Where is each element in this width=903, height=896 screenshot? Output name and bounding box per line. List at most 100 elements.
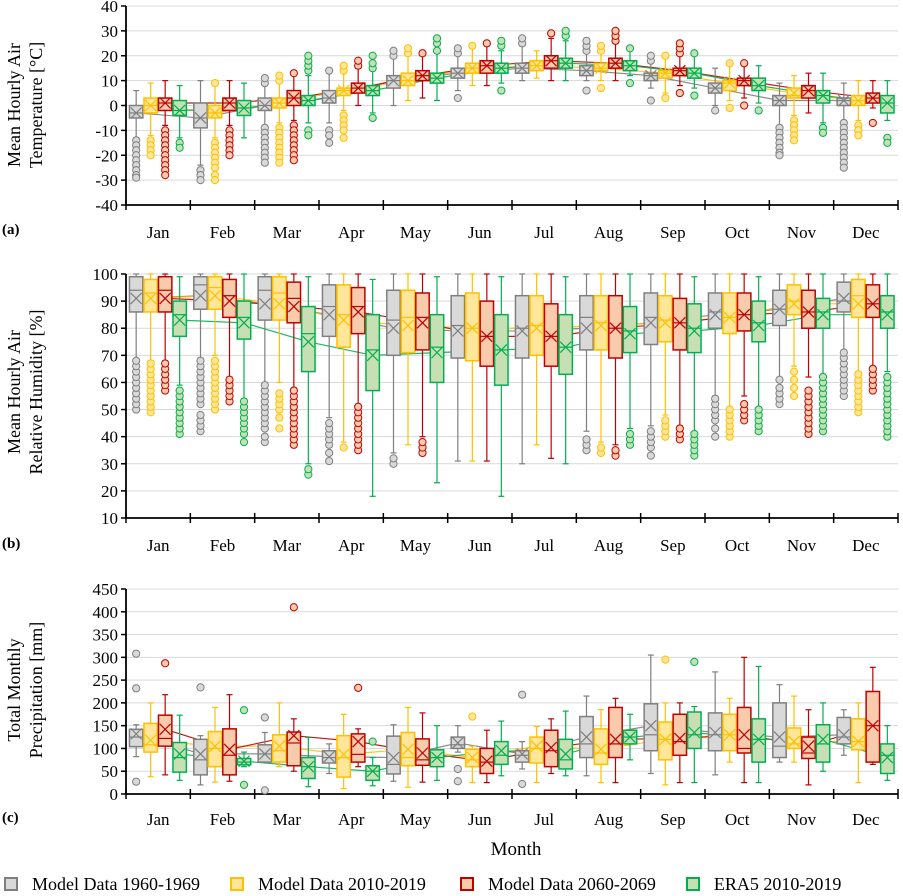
mean-marker [624,731,636,743]
box [622,305,638,354]
mean-marker [881,97,894,109]
mean-marker [173,747,186,760]
box-plot [429,34,445,102]
panel-c: 0 50 100 150 200 250 300 350 400 450 Jan Feb Mar Apr M… [2,580,899,829]
outlier-point [497,86,506,95]
mean-marker [802,84,815,97]
box [321,284,337,338]
outlier-point [725,405,734,414]
x-tick-label: Oct [725,536,750,555]
box-plot [707,67,723,115]
y-tick-label: 80 [101,319,118,338]
outlier-point [854,370,863,379]
mean-marker [431,751,443,764]
outlier-point [611,446,620,455]
box-plot [157,273,173,395]
outlier-point [275,389,284,398]
outlier-point [210,176,220,185]
box-plot [558,26,574,82]
box-plot [722,59,738,113]
box [850,718,866,751]
mean-marker [130,727,143,740]
box-plot [836,273,852,401]
box-plot [400,706,416,788]
legend-item-era5: ERA5 2010-2019 [685,874,841,895]
box-plot [657,273,673,441]
mean-marker [866,297,879,310]
legend-swatch-icon [685,877,700,891]
outlier-point [789,367,799,376]
mean-marker [273,97,286,109]
figure: -40 -30 -20 -10 0 10 20 30 40 Jan Feb Mar Apr May Jun J… [2,0,899,860]
x-tick-label: Jul [534,223,554,242]
box-plot [786,75,802,145]
box-plot [464,41,480,87]
box-plot [236,82,252,139]
y-tick-label: 200 [93,694,119,713]
box-plot [622,713,638,761]
outlier-point [325,66,334,75]
mean-marker [366,349,379,362]
outlier-point [260,381,269,390]
box [222,278,237,319]
outlier-point [275,158,284,167]
box-plot [236,706,252,789]
legend-item-2010: Model Data 2010-2019 [229,874,426,895]
mean-marker [773,731,786,743]
mean-marker [709,308,722,321]
x-tick-label: Dec [852,536,880,555]
box-plot [593,273,609,458]
box [257,275,273,321]
mean-marker [817,308,829,321]
box-plot [286,603,302,772]
mean-marker [451,325,464,337]
mean-marker [673,316,686,329]
box-plot [543,29,559,82]
box [222,728,237,776]
outlier-point [354,56,363,65]
mean-marker [738,308,751,321]
mean-marker [495,343,508,356]
outlier-point [661,51,670,60]
box [865,690,881,763]
mean-marker [387,751,400,764]
box-plot [593,41,609,93]
y-tick-label: 0 [110,785,119,804]
outlier-point [453,764,462,774]
box-plot [657,51,673,103]
y-tick-label: 400 [93,603,119,622]
box [193,275,208,310]
box-plot [193,80,208,185]
box-plot [336,61,352,142]
x-tick-label: Dec [852,810,880,829]
box [608,294,623,359]
mean-marker [144,734,157,747]
outlier-point [389,46,398,55]
mean-marker [609,733,622,746]
box [479,300,495,367]
mean-marker [516,62,529,75]
box-plot [386,273,401,468]
mean-marker [238,102,250,114]
mean-marker [530,740,543,753]
outlier-point [547,29,556,38]
box-plot [879,725,895,781]
y-axis-label: Temperature [°C] [26,42,46,168]
outlier-point [275,424,284,433]
box [836,281,852,313]
outlier-point [196,410,205,420]
box [193,102,208,129]
box-plot [608,273,623,460]
box [736,77,752,87]
mean-marker [366,84,379,97]
outlier-point [403,44,413,53]
outlier-point [275,71,284,80]
outlier-point [325,131,334,140]
box [257,97,273,112]
box-plot [815,72,831,137]
outlier-point [596,83,606,93]
box [815,297,831,329]
box-plot [128,89,144,182]
box-plot [751,65,767,115]
outlier-point [161,171,170,180]
